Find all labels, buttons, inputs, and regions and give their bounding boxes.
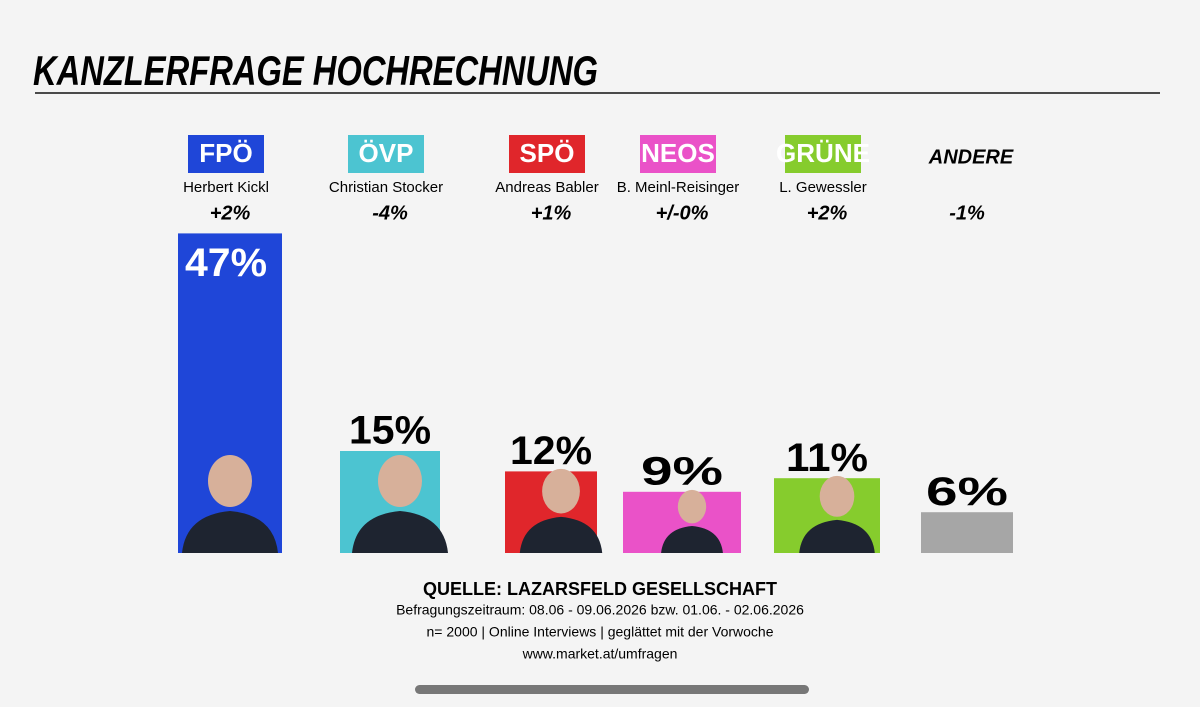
party-label: SPÖ: [520, 138, 575, 168]
party-badge: [640, 135, 716, 173]
party-label: NEOS: [641, 138, 715, 168]
portrait-body: [799, 519, 875, 553]
portrait-head: [542, 468, 580, 514]
value-label: 47%: [185, 241, 267, 285]
portrait-head: [819, 475, 855, 517]
party-label: ÖVP: [359, 138, 414, 168]
party-label: FPÖ: [199, 138, 252, 168]
value-label: 15%: [349, 409, 431, 453]
party-badge: [509, 135, 585, 173]
portrait-head: [677, 489, 707, 524]
change-label: +2%: [210, 202, 251, 224]
portrait-body: [519, 516, 603, 553]
party-badge: [188, 135, 264, 173]
portrait-body: [182, 511, 278, 553]
value-label: 11%: [786, 436, 868, 480]
change-label: +/-0%: [656, 202, 709, 224]
source-line: www.market.at/umfragen: [522, 646, 678, 662]
portrait-head: [378, 455, 422, 507]
candidate-name: Christian Stocker: [329, 179, 443, 196]
party-badge: [785, 135, 861, 173]
value-label: 9%: [641, 449, 723, 493]
value-label: 12%: [510, 429, 592, 473]
chart-title: KANZLERFRAGE HOCHRECHNUNG: [33, 47, 598, 94]
portrait-body: [352, 511, 448, 553]
candidate-name: B. Meinl-Reisinger: [617, 179, 740, 196]
change-label: -1%: [949, 202, 985, 224]
bar: [921, 512, 1013, 553]
change-label: -4%: [372, 202, 408, 224]
party-badge: [348, 135, 424, 173]
value-label: 6%: [926, 470, 1008, 514]
candidate-name: L. Gewessler: [779, 179, 867, 196]
candidate-name: Herbert Kickl: [183, 179, 269, 196]
source-title: QUELLE: LAZARSFELD GESELLSCHAFT: [423, 579, 777, 599]
portrait-body: [661, 525, 723, 553]
source-line: n= 2000 | Online Interviews | geglättet …: [427, 624, 774, 640]
change-label: +1%: [531, 202, 572, 224]
home-indicator: [415, 685, 809, 694]
portrait-head: [208, 455, 252, 507]
source-line: Befragungszeitraum: 08.06 - 09.06.2026 b…: [396, 602, 804, 618]
change-label: +2%: [807, 202, 848, 224]
party-label: ANDERE: [928, 146, 1014, 168]
candidate-name: Andreas Babler: [495, 179, 598, 196]
party-label: GRÜNE: [776, 138, 870, 168]
